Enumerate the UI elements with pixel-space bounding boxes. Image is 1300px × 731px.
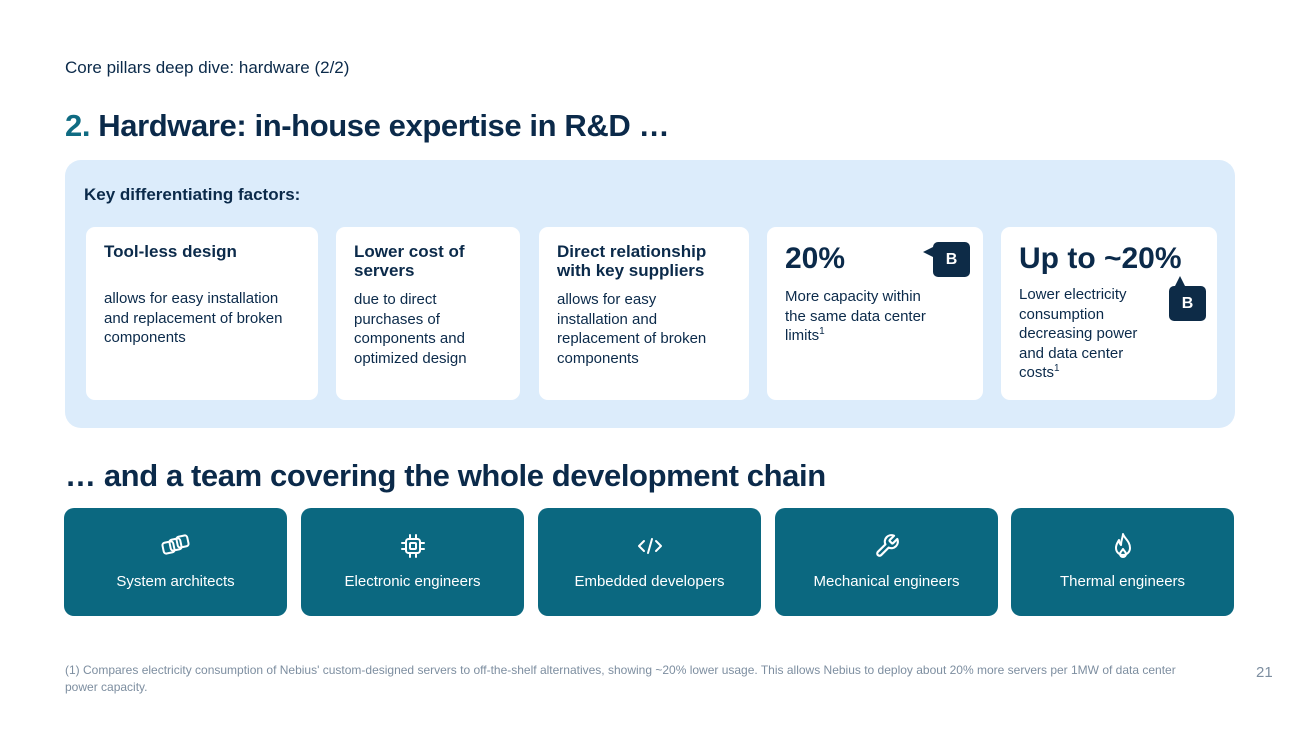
b-badge: B — [1169, 276, 1206, 321]
wrench-icon — [872, 532, 902, 560]
team-card-embedded-developers: Embedded developers — [538, 508, 761, 616]
factor-card-electricity: Up to ~20% Lower electricity consumption… — [1001, 227, 1217, 400]
team-card-system-architects: System architects — [64, 508, 287, 616]
slide-title: 2. Hardware: in-house expertise in R&D … — [65, 108, 670, 144]
footnote: (1) Compares electricity consumption of … — [65, 663, 1176, 694]
slide-subtitle: Core pillars deep dive: hardware (2/2) — [65, 58, 350, 77]
team-card-thermal-engineers: Thermal engineers — [1011, 508, 1234, 616]
team-label: System architects — [116, 573, 235, 590]
card-text: allows for easy installation and replace… — [557, 291, 707, 367]
team-label: Mechanical engineers — [813, 573, 960, 590]
b-badge: B — [923, 242, 970, 277]
team-card-electronic-engineers: Electronic engineers — [301, 508, 524, 616]
factor-card-tool-less: Tool-less design allows for easy install… — [86, 227, 318, 400]
card-text: More capacity within the same data cente… — [785, 287, 935, 346]
footnote-marker: 1 — [819, 326, 825, 337]
team-label: Electronic engineers — [344, 573, 481, 590]
card-text-body: More capacity within the same data cente… — [785, 288, 926, 344]
card-title: Direct relationship with key suppliers — [557, 242, 707, 280]
card-text: due to direct purchases of components an… — [354, 291, 467, 367]
chip-icon — [398, 532, 428, 560]
factor-card-lower-cost: Lower cost of servers due to direct purc… — [336, 227, 520, 400]
team-label: Thermal engineers — [1059, 573, 1186, 590]
stacked-squares-icon — [160, 532, 191, 560]
card-text: Lower electricity consumption decreasing… — [1019, 285, 1159, 383]
team-card-mechanical-engineers: Mechanical engineers — [775, 508, 998, 616]
page-number: 21 — [1256, 664, 1273, 681]
card-title: Lower cost of servers — [354, 242, 465, 280]
factor-card-suppliers: Direct relationship with key suppliers a… — [539, 227, 749, 400]
title-text: Hardware: in-house expertise in R&D … — [98, 108, 670, 143]
title-number: 2. — [65, 108, 91, 143]
team-heading: … and a team covering the whole developm… — [65, 458, 826, 493]
code-icon — [635, 532, 665, 560]
differentiating-factors-panel: Key differentiating factors: Tool-less d… — [65, 160, 1235, 428]
card-big-value: Up to ~20% — [1019, 242, 1182, 275]
footnote-marker: 1 — [1054, 363, 1060, 374]
team-label: Embedded developers — [574, 573, 725, 590]
card-text: allows for easy installation and replace… — [104, 290, 283, 346]
flame-icon — [1108, 532, 1138, 560]
factor-card-capacity: 20% More capacity within the same data c… — [767, 227, 983, 400]
panel-label: Key differentiating factors: — [84, 185, 301, 204]
card-big-value: 20% — [785, 242, 846, 275]
card-text-body: Lower electricity consumption decreasing… — [1019, 286, 1138, 381]
card-title: Tool-less design — [104, 242, 237, 261]
